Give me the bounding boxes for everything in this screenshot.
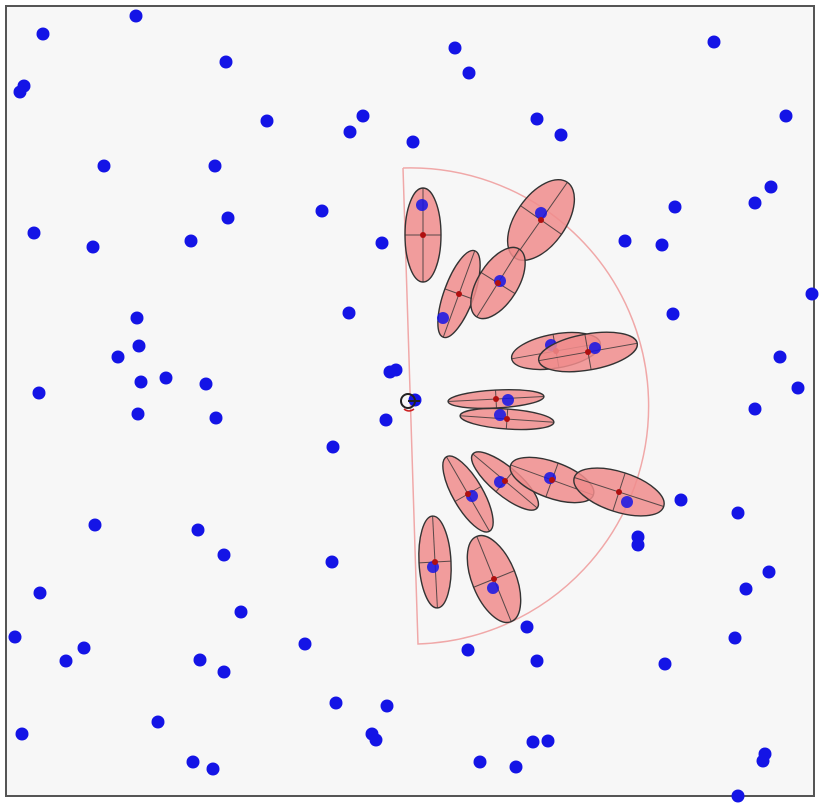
landmark-dot-icon: [206, 762, 220, 776]
landmark-dot-icon: [36, 27, 50, 41]
landmark-dot-icon: [134, 375, 148, 389]
landmark-dot-icon: [618, 234, 632, 248]
landmark-dot-icon: [208, 159, 222, 173]
landmark-dot-icon: [86, 240, 100, 254]
landmark-dot-icon: [655, 238, 669, 252]
landmark-dot-icon: [97, 159, 111, 173]
landmark-dot-icon: [186, 755, 200, 769]
landmark-dot-icon: [520, 620, 534, 634]
covariance-ellipse-icon: [466, 534, 522, 624]
landmark-dot-icon: [356, 109, 370, 123]
landmark-dot-icon: [380, 699, 394, 713]
landmark-dot-icon: [260, 114, 274, 128]
landmark-dot-icon: [131, 407, 145, 421]
landmark-dot-icon: [184, 234, 198, 248]
landmark-dot-icon: [221, 211, 235, 225]
landmark-dot-icon: [15, 727, 29, 741]
landmark-dot-icon: [151, 715, 165, 729]
landmark-dot-icon: [631, 538, 645, 552]
landmark-dot-icon: [315, 204, 329, 218]
landmark-dot-icon: [731, 506, 745, 520]
landmark-dot-icon: [791, 381, 805, 395]
covariance-ellipse-icon: [418, 515, 452, 609]
landmark-dot-icon: [217, 665, 231, 679]
landmark-dot-icon: [111, 350, 125, 364]
landmark-dot-icon: [326, 440, 340, 454]
covariance-ellipse-icon: [404, 187, 442, 283]
landmark-dot-icon: [728, 631, 742, 645]
landmark-dot-icon: [462, 66, 476, 80]
covariance-ellipse-icon: [537, 331, 639, 373]
landmark-dot-icon: [509, 760, 523, 774]
covariance-ellipse-icon: [573, 467, 665, 517]
landmark-dot-icon: [554, 128, 568, 142]
landmark-dot-icon: [541, 734, 555, 748]
landmark-dot-icon: [159, 371, 173, 385]
landmark-dot-icon: [658, 657, 672, 671]
landmark-dot-icon: [193, 653, 207, 667]
landmark-dot-icon: [375, 236, 389, 250]
landmark-dot-icon: [199, 377, 213, 391]
landmark-dot-icon: [668, 200, 682, 214]
landmark-dot-icon: [389, 363, 403, 377]
landmark-dot-icon: [219, 55, 233, 69]
landmark-dot-icon: [530, 654, 544, 668]
landmarks-layer: [8, 9, 819, 803]
covariance-ellipse-icon: [506, 178, 576, 262]
landmark-dot-icon: [406, 135, 420, 149]
landmark-dot-icon: [448, 41, 462, 55]
landmark-dot-icon: [764, 180, 778, 194]
landmark-dot-icon: [779, 109, 793, 123]
landmark-dot-icon: [748, 196, 762, 210]
sensor-field-of-view: [402, 167, 650, 645]
landmark-dot-icon: [707, 35, 721, 49]
landmark-dot-icon: [13, 85, 27, 99]
landmark-dot-icon: [77, 641, 91, 655]
landmark-dot-icon: [209, 411, 223, 425]
covariance-ellipse-icon: [437, 249, 481, 339]
landmark-dot-icon: [773, 350, 787, 364]
landmark-dot-icon: [342, 306, 356, 320]
landmark-dot-icon: [329, 696, 343, 710]
landmark-dot-icon: [234, 605, 248, 619]
landmark-dot-icon: [191, 523, 205, 537]
landmark-dot-icon: [325, 555, 339, 569]
landmark-dot-icon: [369, 733, 383, 747]
landmark-dot-icon: [129, 9, 143, 23]
landmark-dot-icon: [343, 125, 357, 139]
landmark-dot-icon: [8, 630, 22, 644]
landmark-dot-icon: [132, 339, 146, 353]
landmark-dot-icon: [379, 413, 393, 427]
landmark-dot-icon: [674, 493, 688, 507]
landmark-dot-icon: [805, 287, 819, 301]
landmark-dot-icon: [473, 755, 487, 769]
landmark-dot-icon: [748, 402, 762, 416]
landmark-dot-icon: [731, 789, 745, 803]
covariance-ellipse-icon: [470, 451, 540, 511]
landmark-dot-icon: [461, 643, 475, 657]
uncertainty-ellipses-layer: [404, 178, 665, 624]
landmark-dot-icon: [526, 735, 540, 749]
landmark-dot-icon: [88, 518, 102, 532]
landmark-dot-icon: [217, 548, 231, 562]
landmark-dot-icon: [756, 754, 770, 768]
covariance-ellipse-icon: [459, 407, 555, 431]
landmark-dot-icon: [33, 586, 47, 600]
landmark-dot-icon: [298, 637, 312, 651]
landmark-dot-icon: [762, 565, 776, 579]
covariance-ellipse-icon: [442, 455, 494, 533]
robot-pose-icon: [400, 393, 420, 412]
landmark-dot-icon: [666, 307, 680, 321]
landmark-dot-icon: [130, 311, 144, 325]
landmark-dot-icon: [59, 654, 73, 668]
landmark-dot-icon: [530, 112, 544, 126]
landmark-dot-icon: [32, 386, 46, 400]
covariance-ellipse-icon: [470, 246, 526, 320]
landmark-dot-icon: [27, 226, 41, 240]
landmark-dot-icon: [739, 582, 753, 596]
